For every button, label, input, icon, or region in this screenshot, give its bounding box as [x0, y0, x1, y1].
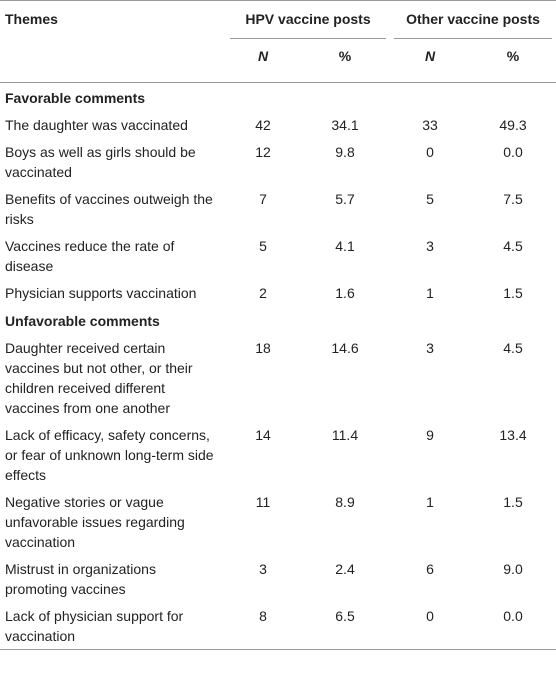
column-header: Other vaccine posts	[394, 9, 553, 39]
blank-cell	[0, 42, 226, 83]
value-cell: 0.0	[503, 608, 523, 624]
data-row: Boys as well as girls should be vaccinat…	[0, 138, 556, 185]
section-title: Unfavorable comments	[5, 313, 160, 329]
value-cell: 42	[255, 117, 271, 133]
data-row: Lack of efficacy, safety concerns, or fe…	[0, 421, 556, 488]
value-cell: 9	[426, 427, 434, 443]
value-cell: 6.5	[335, 608, 355, 624]
subcolumn-header: N	[390, 42, 470, 83]
value-cell: 4.1	[335, 238, 355, 254]
value-cell: 7	[259, 191, 267, 207]
value-cell: 1.6	[335, 285, 355, 301]
value-cell: 0	[426, 608, 434, 624]
value-cell: 8	[259, 608, 267, 624]
column-header: Themes	[5, 11, 58, 27]
value-cell: 14	[255, 427, 271, 443]
subcolumn-header: %	[300, 42, 390, 83]
value-cell: 1.5	[503, 285, 523, 301]
header-row: Themes HPV vaccine posts Other vaccine p…	[0, 1, 556, 43]
value-cell: 5	[426, 191, 434, 207]
value-cell: 13.4	[499, 427, 527, 443]
value-cell: 4.5	[503, 340, 523, 356]
theme-cell: Lack of efficacy, safety concerns, or fe…	[5, 427, 214, 483]
value-cell: 1.5	[503, 494, 523, 510]
theme-cell: The daughter was vaccinated	[5, 117, 188, 133]
subcolumn-header: N	[226, 42, 300, 83]
value-cell: 3	[426, 238, 434, 254]
value-cell: 8.9	[335, 494, 355, 510]
value-cell: 5.7	[335, 191, 355, 207]
theme-cell: Daughter received certain vaccines but n…	[5, 340, 193, 416]
value-cell: 9.0	[503, 561, 523, 577]
table-body: Favorable comments The daughter was vacci…	[0, 83, 556, 650]
subheader-row: N % N %	[0, 42, 556, 83]
theme-cell: Negative stories or vague unfavorable is…	[5, 494, 185, 550]
theme-cell: Benefits of vaccines outweigh the risks	[5, 191, 213, 227]
data-row: Lack of physician support for vaccinatio…	[0, 602, 556, 650]
value-cell: 2	[259, 285, 267, 301]
data-row: Mistrust in organizations promoting vacc…	[0, 555, 556, 602]
theme-cell: Lack of physician support for vaccinatio…	[5, 608, 184, 644]
value-cell: 18	[255, 340, 271, 356]
value-cell: 12	[255, 144, 271, 160]
section-row: Favorable comments	[0, 83, 556, 112]
data-row: The daughter was vaccinated 42 34.1 33 49.3	[0, 111, 556, 138]
subcolumn-header: %	[470, 42, 556, 83]
section-row: Unfavorable comments	[0, 306, 556, 334]
value-cell: 11	[255, 494, 271, 510]
value-cell: 11.4	[331, 427, 359, 443]
theme-cell: Boys as well as girls should be vaccinat…	[5, 144, 196, 180]
value-cell: 4.5	[503, 238, 523, 254]
column-header: HPV vaccine posts	[230, 9, 386, 39]
theme-cell: Mistrust in organizations promoting vacc…	[5, 561, 156, 597]
data-row: Physician supports vaccination 2 1.6 1 1.5	[0, 279, 556, 306]
value-cell: 0.0	[503, 144, 523, 160]
theme-cell: Vaccines reduce the rate of disease	[5, 238, 175, 274]
value-cell: 49.3	[499, 117, 527, 133]
value-cell: 5	[259, 238, 267, 254]
value-cell: 2.4	[335, 561, 355, 577]
group-header-cell: Other vaccine posts	[390, 1, 556, 43]
data-row: Daughter received certain vaccines but n…	[0, 334, 556, 421]
value-cell: 6	[426, 561, 434, 577]
value-cell: 14.6	[331, 340, 359, 356]
value-cell: 9.8	[335, 144, 355, 160]
value-cell: 0	[426, 144, 434, 160]
value-cell: 3	[426, 340, 434, 356]
value-cell: 33	[422, 117, 438, 133]
data-table: Themes HPV vaccine posts Other vaccine p…	[0, 0, 556, 650]
value-cell: 34.1	[331, 117, 359, 133]
data-row: Negative stories or vague unfavorable is…	[0, 488, 556, 555]
group-header-cell: HPV vaccine posts	[226, 1, 390, 43]
value-cell: 3	[259, 561, 267, 577]
value-cell: 1	[426, 494, 434, 510]
data-row: Vaccines reduce the rate of disease 5 4.1 3…	[0, 232, 556, 279]
data-row: Benefits of vaccines outweigh the risks 7…	[0, 185, 556, 232]
section-title: Favorable comments	[5, 90, 146, 106]
value-cell: 1	[426, 285, 434, 301]
value-cell: 7.5	[503, 191, 523, 207]
theme-cell: Physician supports vaccination	[5, 285, 197, 301]
